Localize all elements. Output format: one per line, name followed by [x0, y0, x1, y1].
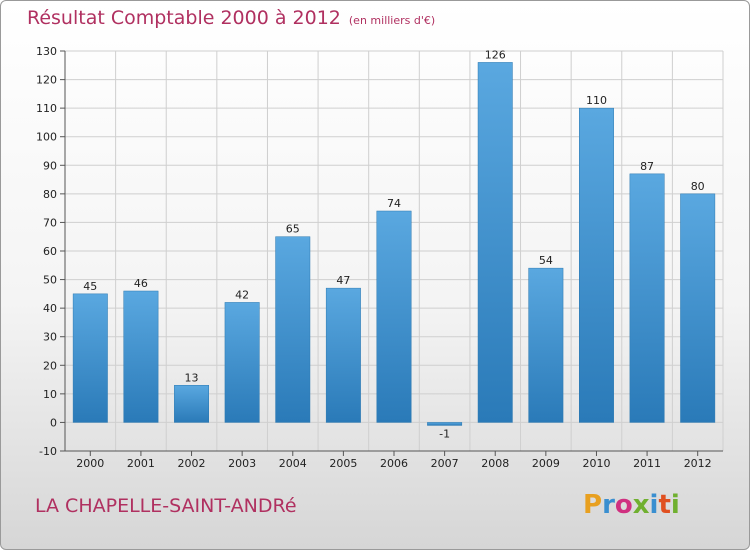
axes: -10 0 10 20 30 40 50 60 70 80 90 100 110 120 130 2000 20…	[36, 45, 723, 470]
data-label: 13	[185, 371, 199, 384]
x-tick-label: 2010	[582, 457, 610, 470]
logo-letter: x	[632, 490, 650, 520]
bar-2003	[224, 302, 260, 423]
y-tick-label: 10	[43, 388, 57, 401]
y-tick-label: 100	[36, 131, 57, 144]
data-label: 110	[586, 94, 607, 107]
data-label: 46	[134, 277, 148, 290]
logo-letter: P	[583, 490, 603, 520]
bar-2009	[528, 267, 564, 423]
y-tick-label: 90	[43, 159, 57, 172]
data-label: 126	[485, 48, 506, 61]
y-tick-label: 0	[50, 416, 57, 429]
bar-2004	[275, 236, 311, 423]
proxiti-logo: Proxiti	[583, 490, 680, 520]
bar-2012	[680, 193, 716, 423]
data-label: -1	[439, 427, 450, 440]
data-label: 54	[539, 254, 553, 267]
x-tick-label: 2002	[178, 457, 206, 470]
x-tick-label: 2004	[279, 457, 307, 470]
x-tick-label: 2006	[380, 457, 408, 470]
x-tick-label: 2011	[633, 457, 661, 470]
logo-letter: t	[658, 490, 671, 520]
x-tick-label: 2003	[228, 457, 256, 470]
chart-title-block: Résultat Comptable 2000 à 2012 (en millie…	[27, 7, 435, 29]
chart-title: Résultat Comptable 2000 à 2012	[27, 7, 341, 29]
x-tick-label: 2000	[76, 457, 104, 470]
y-tick-label: 50	[43, 274, 57, 287]
y-tick-label: 40	[43, 302, 57, 315]
y-tick-label: 60	[43, 245, 57, 258]
logo-letter: i	[649, 490, 659, 520]
y-tick-label: 20	[43, 359, 57, 372]
data-label: 74	[387, 197, 401, 210]
data-label: 47	[336, 274, 350, 287]
bar-2006	[376, 210, 412, 423]
data-label: 87	[640, 160, 654, 173]
x-tick-label: 2001	[127, 457, 155, 470]
bar-2010	[579, 107, 614, 423]
data-label: 80	[691, 180, 705, 193]
chart-unit: (en milliers d'€)	[348, 14, 436, 27]
y-tick-label: 70	[43, 216, 57, 229]
bar-2005	[325, 287, 361, 423]
x-tick-label: 2012	[684, 457, 712, 470]
data-labels: 45 46 13 42 65 47 74 -1 126 54 110 87 80	[83, 48, 704, 440]
logo-letter: i	[670, 490, 680, 520]
data-label: 65	[286, 223, 300, 236]
logo-letter: o	[614, 490, 633, 520]
x-tick-label: 2007	[431, 457, 459, 470]
y-tick-label: 80	[43, 188, 57, 201]
y-tick-label: 30	[43, 331, 57, 344]
bar-2007	[427, 422, 463, 426]
logo-letter: r	[602, 490, 615, 520]
y-tick-label: -10	[39, 445, 57, 458]
commune-name: LA CHAPELLE-SAINT-ANDRé	[35, 495, 297, 517]
x-tick-label: 2005	[329, 457, 357, 470]
y-tick-label: 110	[36, 102, 57, 115]
bar-2008	[477, 62, 513, 423]
bar-2001	[123, 290, 159, 423]
y-tick-label: 130	[36, 45, 57, 58]
x-tick-label: 2008	[481, 457, 509, 470]
data-label: 45	[83, 280, 97, 293]
y-tick-label: 120	[36, 74, 57, 87]
data-label: 42	[235, 288, 249, 301]
bar-2011	[629, 173, 665, 423]
bars	[72, 62, 716, 426]
bar-2000	[72, 293, 108, 423]
bar-2002	[174, 385, 209, 423]
x-tick-label: 2009	[532, 457, 560, 470]
